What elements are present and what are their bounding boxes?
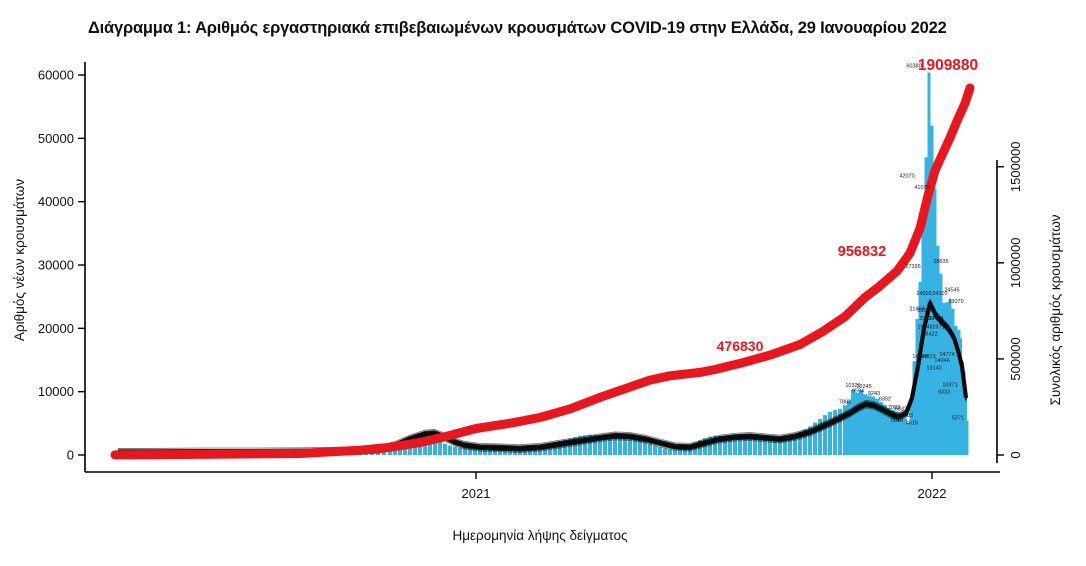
daily-cases-bar: [458, 448, 462, 455]
right-tick-label: 500000: [1008, 337, 1023, 380]
daily-cases-bar: [448, 446, 452, 456]
daily-cases-bar: [940, 274, 943, 455]
bar-value-label: 20414: [928, 316, 943, 322]
cumulative-annotation: 1909880: [918, 57, 978, 74]
left-tick-label: 50000: [38, 131, 74, 146]
left-tick-label: 0: [67, 448, 74, 463]
daily-cases-bar: [483, 450, 487, 455]
bar-value-label: 6832: [895, 407, 907, 413]
daily-cases-bar: [859, 390, 863, 455]
daily-cases-bar: [949, 300, 952, 455]
right-tick-label: 1000000: [1008, 238, 1023, 289]
daily-cases-bar: [653, 446, 657, 456]
bar-value-label: 4615: [906, 421, 918, 427]
cumulative-annotation: 476830: [717, 338, 764, 354]
bar-value-label: 9594: [852, 388, 864, 394]
bar-value-label: 14046: [934, 358, 949, 364]
bar-value-label: 28635: [933, 259, 948, 265]
daily-cases-bar: [648, 444, 652, 455]
left-tick-label: 60000: [38, 68, 74, 83]
left-axis-title: Αριθμός νέων κρουσμάτων: [12, 179, 27, 341]
bar-value-label: 27336: [905, 264, 920, 270]
left-tick-label: 10000: [38, 384, 74, 399]
daily-cases-bar: [855, 393, 859, 455]
daily-cases-bar: [906, 423, 910, 455]
bar-value-label: 18422: [922, 331, 937, 337]
bar-value-label: 10371: [942, 383, 957, 389]
daily-cases-bar: [493, 450, 497, 455]
bar-value-label: 5371: [952, 416, 964, 422]
x-axis-title: Ημερομηνία λήψης δείγματος: [453, 528, 628, 543]
x-tick-label: 2021: [462, 486, 491, 501]
daily-cases-bar: [937, 246, 940, 455]
left-tick-label: 40000: [38, 194, 74, 209]
right-tick-label: 1500000: [1008, 141, 1023, 192]
daily-cases-bar: [438, 442, 442, 455]
left-tick-label: 30000: [38, 258, 74, 273]
bar-value-label: 5018: [891, 418, 903, 424]
bar-value-label: 9333: [938, 390, 950, 396]
bar-value-label: 4434: [820, 422, 832, 428]
bar-value-label: 24000: [916, 291, 931, 297]
daily-cases-bar: [443, 444, 447, 455]
bar-value-label: 14813: [920, 354, 935, 360]
bar-value-label: 8352: [879, 397, 891, 403]
right-axis-title: Συνολικός αριθμός κρουσμάτων: [1048, 214, 1063, 405]
x-tick-label: 2022: [918, 486, 947, 501]
bar-value-label: 23026: [917, 308, 932, 314]
chart-title: Διάγραμμα 1: Αριθμός εργαστηριακά επιβεβ…: [88, 19, 947, 37]
bar-value-label: 7863: [839, 400, 851, 406]
bar-value-label: 13140: [926, 366, 941, 372]
bar-value-label: 41070: [914, 185, 929, 191]
daily-cases-bar: [668, 449, 672, 455]
daily-cases-bar: [928, 73, 931, 455]
daily-cases-bar: [488, 450, 492, 455]
left-tick-label: 20000: [38, 321, 74, 336]
bar-value-label: 23070: [948, 299, 963, 305]
bar-value-label: 42070: [899, 174, 914, 180]
cumulative-annotation: 956832: [838, 244, 886, 260]
bar-value-label: 24545: [944, 288, 959, 294]
daily-cases-bar: [453, 447, 457, 455]
daily-cases-bar: [967, 421, 969, 455]
daily-cases-bar: [851, 390, 855, 455]
daily-cases-bar: [663, 448, 667, 455]
right-tick-label: 0: [1008, 451, 1023, 458]
daily-cases-bar: [658, 447, 662, 455]
bar-value-label: 19448: [917, 324, 932, 330]
bar-value-label: 19713: [932, 324, 947, 330]
